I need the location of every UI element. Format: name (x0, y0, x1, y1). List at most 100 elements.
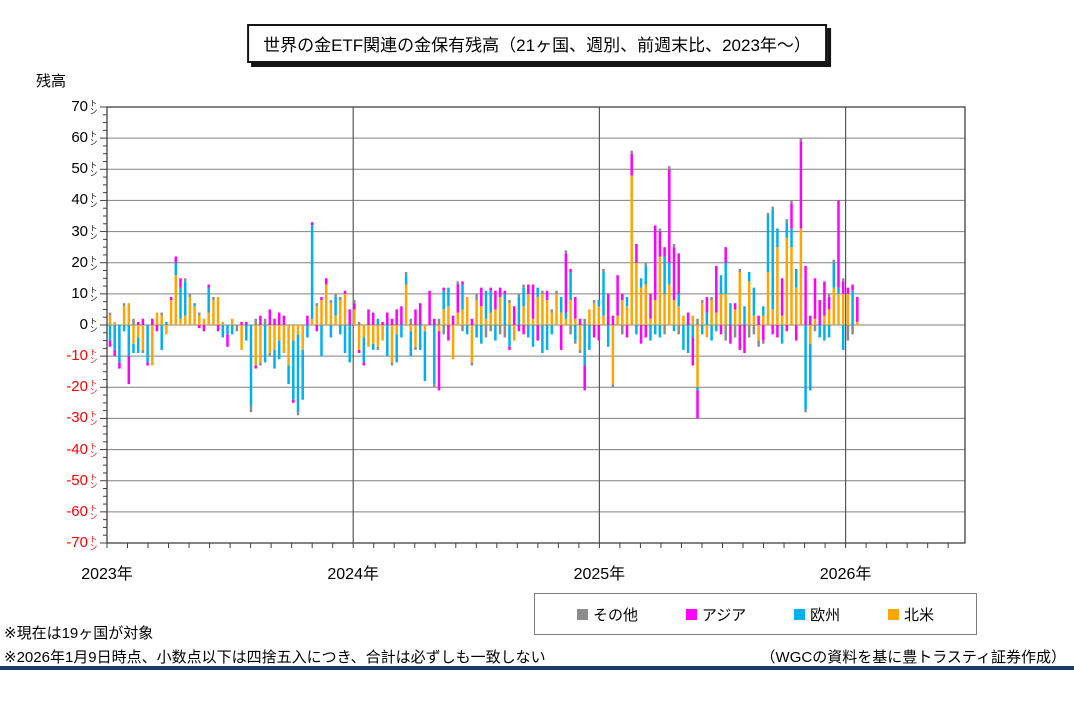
bar-segment (545, 290, 549, 301)
bar-week (329, 300, 333, 338)
bar-segment (574, 296, 577, 319)
bar-segment (395, 309, 398, 325)
bar-segment (254, 318, 257, 325)
bar-segment (207, 284, 210, 288)
bar-segment (287, 325, 290, 366)
bar-week (221, 321, 225, 338)
bar-segment (183, 315, 187, 325)
bar-segment (592, 325, 596, 338)
bar-segment (155, 325, 159, 332)
bar-segment (705, 312, 709, 325)
y-tick-label: 10 トン (71, 284, 98, 302)
bar-segment (409, 331, 413, 357)
bar-segment (160, 312, 163, 316)
bar-week (785, 219, 789, 332)
bar-week (766, 212, 770, 325)
y-tick-label: -30 トン (66, 409, 98, 427)
bar-week (733, 303, 737, 338)
bar-week (658, 228, 662, 338)
bar-week (118, 325, 121, 369)
bar-week (268, 309, 272, 357)
y-tick-label: 70 トン (71, 98, 98, 115)
bar-segment (376, 318, 380, 325)
bar-segment (804, 325, 807, 410)
bar-segment (700, 303, 704, 325)
legend-label-europe: 欧州 (810, 606, 841, 624)
bar-segment (357, 321, 361, 325)
bar-segment (522, 325, 525, 335)
bar-segment (555, 293, 558, 325)
bar-segment (503, 293, 507, 325)
bar-segment (212, 296, 215, 301)
bar-segment (545, 300, 549, 325)
bar-segment (780, 315, 784, 325)
source-credit: （WGCの資料を基に豊トラスティ証券作成） (760, 649, 1066, 666)
bar-segment (508, 346, 511, 350)
bar-segment (113, 321, 116, 325)
bar-segment (630, 153, 633, 176)
y-tick-label: -70 トン (66, 534, 98, 551)
bar-segment (310, 318, 314, 325)
bar-week (160, 312, 163, 350)
bars-group (108, 138, 859, 419)
bar-segment (766, 272, 770, 325)
bar-segment (527, 325, 530, 338)
bar-segment (494, 290, 497, 310)
bar-segment (216, 325, 220, 332)
bar-week (724, 247, 727, 341)
bar-segment (766, 212, 770, 216)
other-swatch-icon (576, 608, 588, 620)
bar-segment (343, 293, 347, 325)
bar-segment (762, 325, 765, 341)
bar-week (212, 296, 215, 325)
note-countries: ※現在は19ヶ国が対象 (4, 625, 154, 642)
bar-segment (574, 318, 577, 325)
bar-segment (461, 309, 464, 325)
bar-segment (790, 200, 793, 204)
bar-week (301, 325, 304, 400)
bar-week (442, 287, 445, 335)
bar-week (418, 303, 422, 350)
bar-segment (536, 325, 539, 341)
bar-week (287, 325, 290, 385)
bar-segment (771, 325, 774, 335)
bar-segment (151, 318, 154, 325)
bar-segment (249, 325, 253, 406)
bar-segment (578, 325, 582, 350)
bar-week (837, 200, 840, 325)
bar-segment (348, 325, 351, 363)
bar-week (193, 303, 196, 325)
bar-segment (799, 141, 803, 229)
bar-segment (846, 325, 850, 341)
bar-segment (480, 287, 483, 307)
bar-week (254, 318, 257, 369)
y-tick-label: -20 トン (66, 378, 98, 396)
bar-segment (691, 315, 695, 325)
bar-week (179, 278, 182, 325)
bar-segment (362, 337, 366, 363)
bar-week (273, 318, 276, 369)
bar-week (625, 296, 629, 338)
bar-segment (635, 262, 638, 325)
bar-segment (677, 306, 680, 325)
bar-segment (512, 306, 516, 325)
bar-week (545, 290, 549, 350)
bar-week (451, 315, 455, 360)
bar-week (804, 265, 807, 413)
bar-segment (719, 275, 723, 294)
bar-segment (762, 340, 765, 344)
bar-segment (752, 315, 756, 325)
bar-week (508, 300, 511, 350)
legend-label-asia: アジア (701, 606, 747, 624)
bar-segment (240, 325, 243, 350)
bar-segment (541, 325, 544, 354)
bar-segment (776, 247, 779, 325)
y-unit-label: トン (89, 254, 98, 271)
bar-segment (804, 409, 807, 413)
bar-segment (165, 325, 168, 335)
bar-segment (470, 362, 474, 366)
bar-segment (522, 306, 525, 325)
bar-segment (353, 303, 356, 310)
bar-segment (230, 325, 234, 335)
bar-segment (428, 290, 431, 325)
